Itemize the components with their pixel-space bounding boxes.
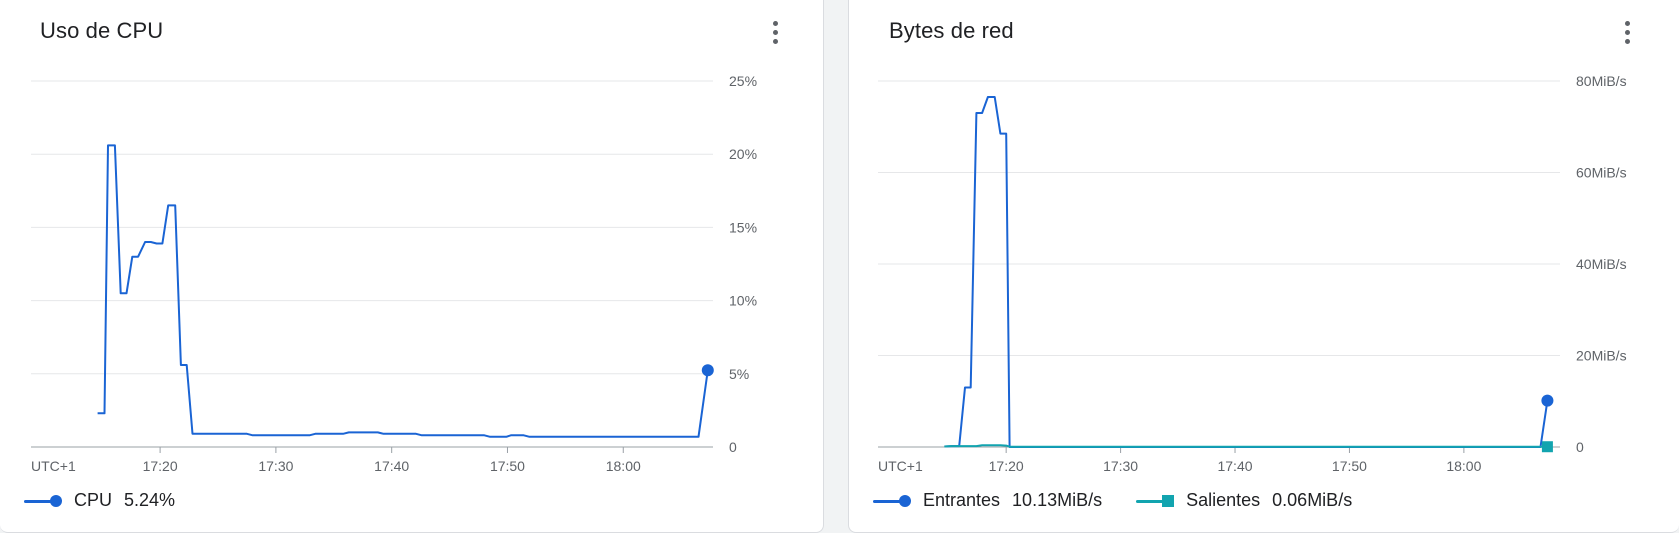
y-tick-label: 60MiB/s bbox=[1576, 165, 1627, 181]
y-tick-label: 80MiB/s bbox=[1576, 73, 1627, 89]
y-tick-label: 0 bbox=[1576, 439, 1584, 455]
legend-label-cpu: CPU bbox=[74, 490, 113, 510]
y-tick-label: 10% bbox=[729, 293, 757, 309]
series-line-cpu bbox=[97, 144, 709, 438]
more-vert-icon[interactable] bbox=[1615, 16, 1639, 48]
legend-label-entrantes: Entrantes bbox=[923, 490, 1001, 510]
x-tick-label: 18:00 bbox=[606, 458, 641, 474]
y-tick-label: 20% bbox=[729, 146, 757, 162]
x-tick-label: 17:30 bbox=[258, 458, 293, 474]
x-tick-label: 17:40 bbox=[1217, 458, 1252, 474]
network-bytes-chart: 0 20MiB/s 40MiB/s 60MiB/s 80MiB/s UTC+1 17:20 1… bbox=[878, 73, 1627, 474]
y-tick-label: 25% bbox=[729, 73, 757, 89]
timezone-label: UTC+1 bbox=[31, 458, 76, 474]
series-line-salientes bbox=[944, 444, 1548, 448]
series-end-marker-entrantes bbox=[1541, 394, 1554, 407]
network-bytes-card: Bytes de red 0 20MiB/s 40MiB/s 60MiB/s 80MiB… bbox=[848, 0, 1679, 533]
line-square-marker-icon bbox=[1136, 494, 1176, 508]
series-end-marker-salientes bbox=[1541, 441, 1553, 453]
cpu-usage-card: Uso de CPU 0 5% 10% 15% 20% 25% UTC+1 17:20 17:3… bbox=[0, 0, 824, 533]
cpu-usage-chart: 0 5% 10% 15% 20% 25% UTC+1 17:20 17:30 17:40 17:50… bbox=[31, 73, 757, 474]
legend-value-cpu: 5.24% bbox=[124, 490, 176, 510]
y-tick-label: 0 bbox=[729, 439, 737, 455]
series-line-entrantes bbox=[944, 96, 1549, 448]
cpu-legend: CPU 5.24% bbox=[24, 490, 175, 511]
legend-item-salientes[interactable]: Salientes 0.06MiB/s bbox=[1136, 490, 1352, 511]
y-tick-label: 40MiB/s bbox=[1576, 256, 1627, 272]
legend-value-salientes: 0.06MiB/s bbox=[1272, 490, 1353, 510]
net-legend: Entrantes 10.13MiB/s Salientes 0.06MiB/s bbox=[873, 490, 1352, 511]
x-tick-label: 17:20 bbox=[143, 458, 178, 474]
x-tick-label: 17:50 bbox=[1332, 458, 1367, 474]
line-circle-marker-icon bbox=[873, 494, 913, 508]
x-tick-label: 17:40 bbox=[374, 458, 409, 474]
timezone-label: UTC+1 bbox=[878, 458, 923, 474]
net-card-title: Bytes de red bbox=[889, 18, 1014, 43]
more-vert-icon[interactable] bbox=[763, 16, 787, 48]
x-tick-label: 17:20 bbox=[989, 458, 1024, 474]
y-tick-label: 5% bbox=[729, 366, 749, 382]
x-tick-label: 18:00 bbox=[1446, 458, 1481, 474]
legend-item-entrantes[interactable]: Entrantes 10.13MiB/s bbox=[873, 490, 1102, 511]
y-tick-label: 15% bbox=[729, 219, 757, 235]
line-circle-marker-icon bbox=[24, 494, 64, 508]
x-tick-label: 17:50 bbox=[490, 458, 525, 474]
cpu-card-title: Uso de CPU bbox=[40, 18, 164, 43]
legend-value-entrantes: 10.13MiB/s bbox=[1012, 490, 1103, 510]
legend-label-salientes: Salientes bbox=[1186, 490, 1261, 510]
y-tick-label: 20MiB/s bbox=[1576, 348, 1627, 364]
series-end-marker-cpu bbox=[701, 364, 714, 377]
x-tick-label: 17:30 bbox=[1103, 458, 1138, 474]
legend-item-cpu[interactable]: CPU 5.24% bbox=[24, 490, 175, 511]
